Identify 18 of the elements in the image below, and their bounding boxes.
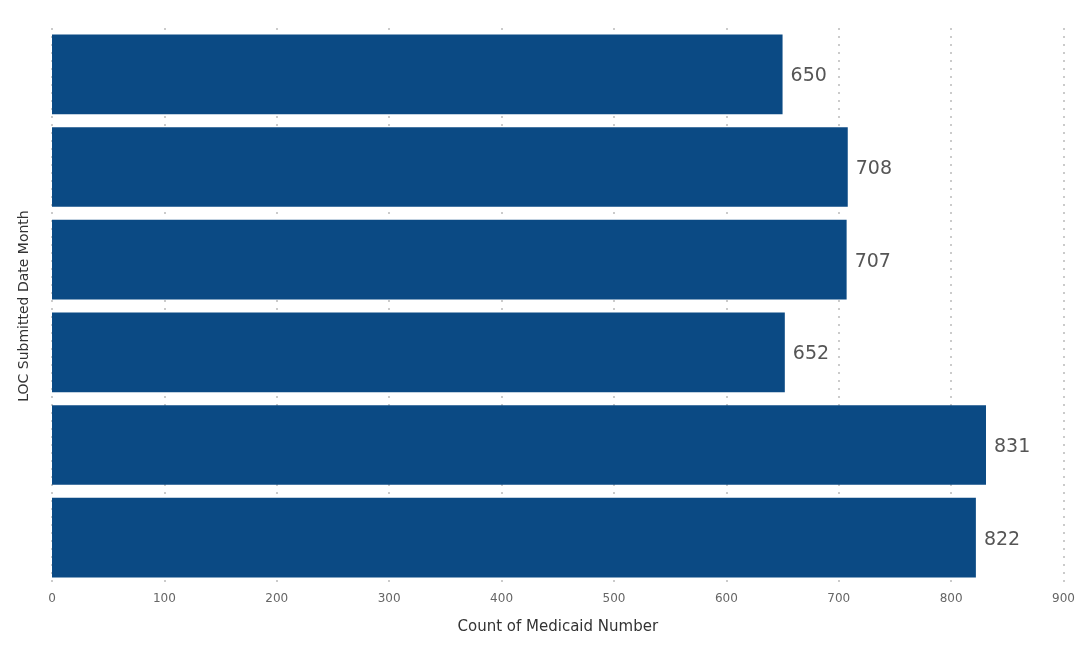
x-tick-label: 600 [714,591,738,605]
data-label: 708 [855,156,893,178]
x-tick-label: 200 [265,591,289,605]
x-tick-label: 100 [152,591,176,605]
data-label: 707 [854,248,891,271]
x-tick-label: 800 [939,591,963,605]
x-tick-label: 300 [377,591,401,605]
y-axis-title: LOC Submitted Date Month [15,210,31,402]
x-axis-title: Count of Medicaid Number [457,616,659,635]
data-label: 652 [792,341,830,364]
data-label: 650 [790,63,827,86]
x-tick-label: 400 [490,591,514,605]
data-label: 831 [994,434,1031,456]
x-tick-label: 700 [827,591,851,605]
data-label: 822 [983,526,1021,549]
x-tick-label: 500 [602,591,626,605]
x-tick-label: 900 [1052,591,1075,605]
x-tick-label: 0 [48,591,56,605]
